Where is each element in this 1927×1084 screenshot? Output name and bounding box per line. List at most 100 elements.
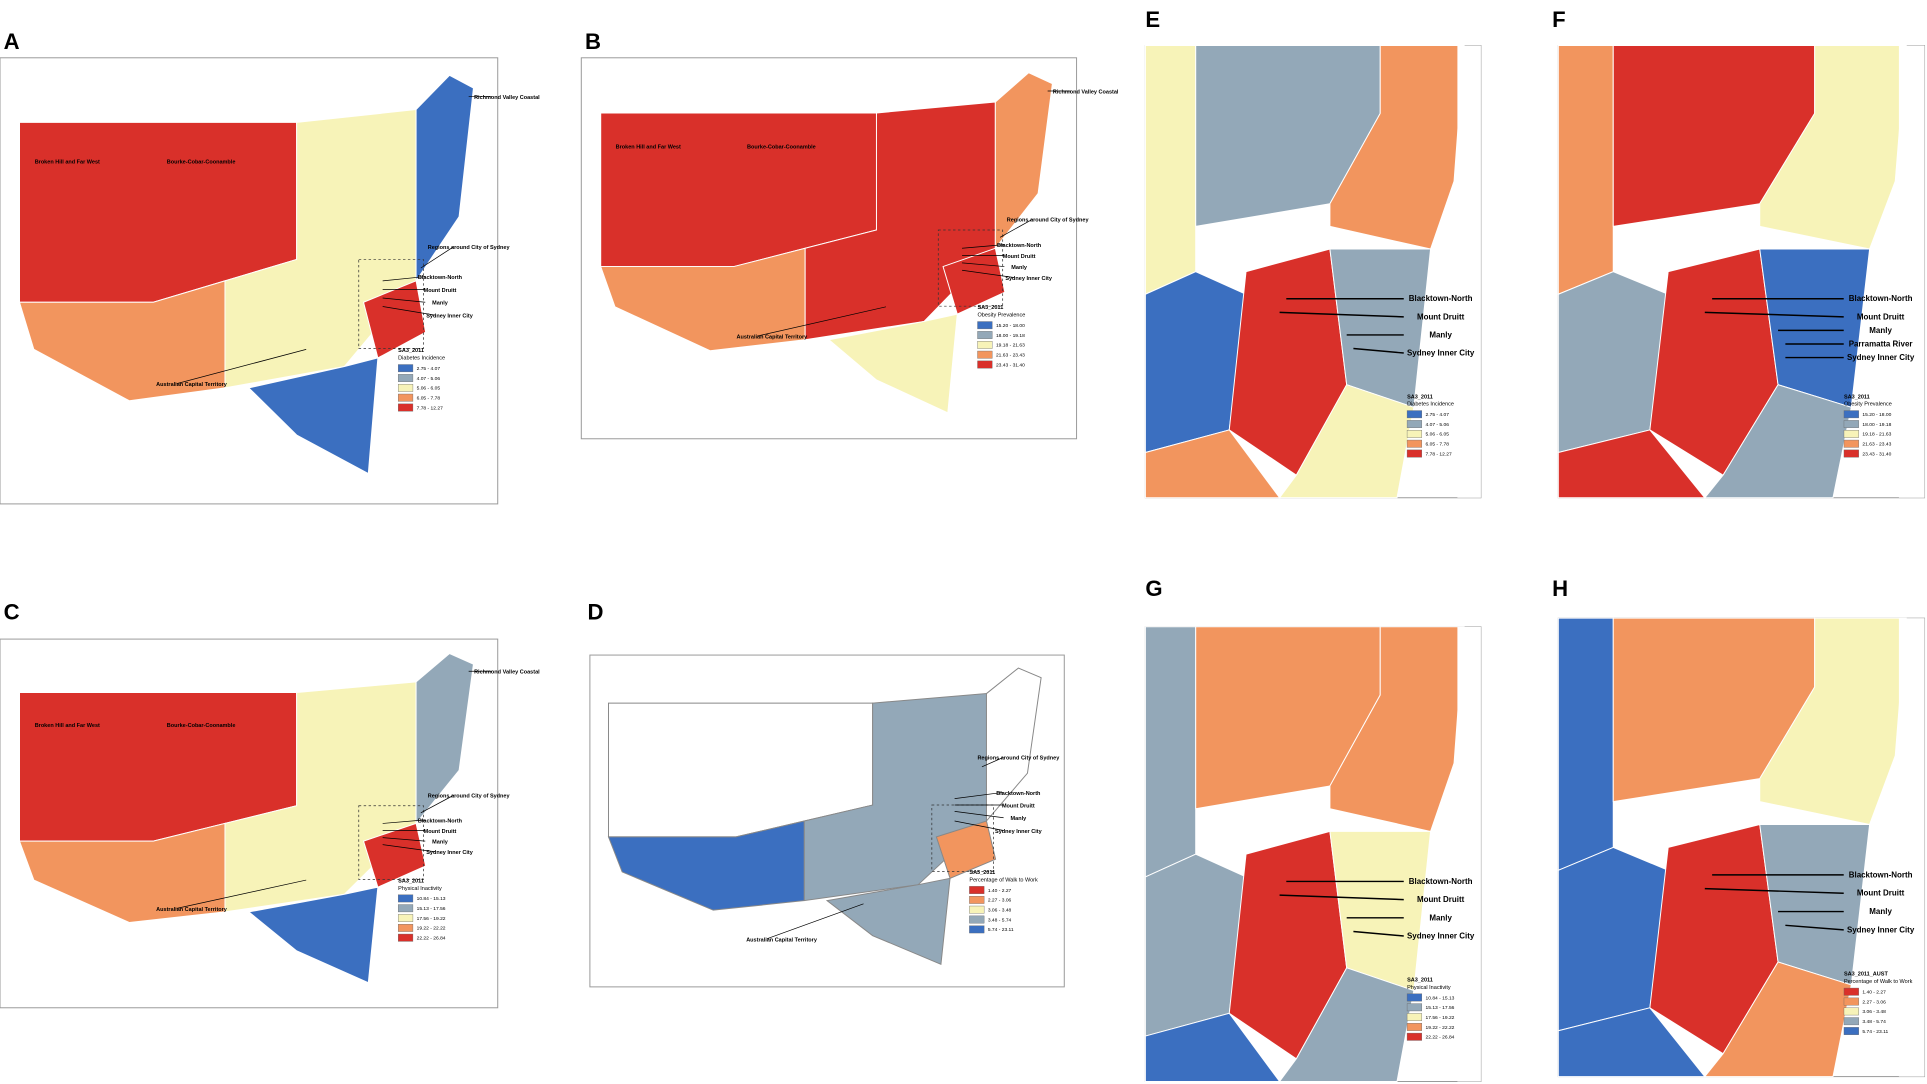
map-label: Australian Capital Territory xyxy=(737,335,809,341)
legend-subtitle: Physical Inactivity xyxy=(1407,985,1451,991)
map-label: Regions around City of Sydney xyxy=(428,794,511,800)
legend-swatch xyxy=(969,886,985,894)
legend-swatch xyxy=(397,924,414,932)
map-region xyxy=(247,886,379,984)
legend-label: 17.56 - 19.22 xyxy=(1426,1015,1455,1021)
sea xyxy=(1898,45,1925,498)
map-label: Manly xyxy=(432,840,449,846)
map-label: Australian Capital Territory xyxy=(156,382,228,388)
map-label: Sydney Inner City xyxy=(1407,931,1475,940)
map-label: Australian Capital Territory xyxy=(746,937,818,943)
label-arrow xyxy=(1353,930,1404,937)
map-label: Manly xyxy=(1011,265,1028,271)
legend-label: 3.48 - 5.74 xyxy=(988,917,1012,923)
sea xyxy=(1457,626,1481,1082)
legend-label: 18.00 - 19.18 xyxy=(1862,422,1891,428)
map-label: Sydney Inner City xyxy=(1847,353,1915,362)
legend-label: 15.13 - 17.56 xyxy=(1426,1005,1455,1011)
legend-swatch xyxy=(977,341,993,349)
legend-swatch xyxy=(1843,430,1859,438)
legend-title: SA3_2011 xyxy=(1844,394,1870,400)
map-panel: B Richmond Valley Coastal Broken Hill and … xyxy=(580,29,1119,440)
map-label: Manly xyxy=(1869,907,1892,916)
map-region xyxy=(1703,384,1852,499)
map-label: Sydney Inner City xyxy=(426,850,474,856)
panel-letter: H xyxy=(1552,576,1568,601)
legend-swatch xyxy=(1406,1003,1423,1012)
map-label: Blacktown-North xyxy=(1849,294,1913,303)
legend-label: 4.07 - 5.06 xyxy=(1426,422,1450,428)
legend-subtitle: Diabetes Incidence xyxy=(1407,402,1454,408)
legend-title: SA3_2011 xyxy=(398,348,424,354)
legend-swatch xyxy=(1406,1013,1423,1021)
legend-label: 2.27 - 3.06 xyxy=(988,898,1012,904)
label-arrow xyxy=(382,306,435,316)
legend-swatch xyxy=(1843,987,1859,996)
map-label: Sydney Inner City xyxy=(1407,348,1475,357)
panel-letter: D xyxy=(587,599,603,624)
map-panel: D Regions around City of Sydney Blacktown-… xyxy=(587,599,1065,988)
map-panel: A Richmond Valley Coastal Broken Hill and … xyxy=(0,29,540,505)
map-region xyxy=(825,877,951,966)
inset-box xyxy=(937,229,1004,307)
legend-swatch xyxy=(1843,1007,1859,1016)
legend-swatch xyxy=(1843,997,1859,1006)
label-arrow xyxy=(981,756,1004,768)
map-panel: C Richmond Valley Coastal Broken Hill and … xyxy=(0,599,540,1009)
legend-label: 4.07 - 5.06 xyxy=(417,376,441,382)
map-label: Manly xyxy=(1011,816,1028,822)
map-label: Australian Capital Territory xyxy=(156,907,228,913)
legend-swatch xyxy=(397,383,414,392)
map-region xyxy=(1557,45,1614,295)
map-region xyxy=(362,280,427,359)
legend-swatch xyxy=(977,321,993,330)
legend-title: SA3_2011 xyxy=(969,870,995,876)
map-label: Mount Druitt xyxy=(1002,804,1035,810)
legend-label: 17.56 - 19.22 xyxy=(417,916,446,922)
legend-label: 7.78 - 12.27 xyxy=(1426,451,1452,457)
map-region xyxy=(1278,967,1415,1083)
label-arrow xyxy=(766,903,864,940)
panel-letter: E xyxy=(1145,7,1160,32)
legend-label: 15.20 - 18.00 xyxy=(1862,412,1891,418)
legend-title: SA3_2011_AUST xyxy=(1844,972,1888,978)
legend-swatch xyxy=(397,374,414,382)
label-arrow xyxy=(999,218,1034,238)
map-label: Manly xyxy=(432,301,449,307)
legend-swatch xyxy=(1843,449,1859,458)
label-arrow xyxy=(1279,894,1404,901)
map-label: Parramatta River xyxy=(1849,339,1913,348)
legend-swatch xyxy=(1406,993,1423,1002)
map-label: Mount Druitt xyxy=(1417,895,1465,904)
map-region xyxy=(247,357,379,475)
label-arrow xyxy=(954,791,1004,800)
legend-swatch xyxy=(977,350,993,359)
legend-swatch xyxy=(397,933,414,942)
legend-label: 6.05 - 7.78 xyxy=(1426,442,1450,448)
panel-letter: G xyxy=(1145,576,1162,601)
label-arrow xyxy=(1353,347,1404,354)
map-label: Blacktown-North xyxy=(1409,877,1473,886)
legend-swatch xyxy=(977,331,993,339)
map-panel: G Blacktown-North Mount Druitt Manly Sydney … xyxy=(1144,576,1482,1083)
label-arrow xyxy=(1704,311,1844,318)
legend-label: 18.00 - 19.18 xyxy=(996,333,1025,339)
map-label: Sydney Inner City xyxy=(426,314,474,320)
map-label: Bourke-Cobar-Coonamble xyxy=(747,144,816,150)
map-label: Mount Druitt xyxy=(1857,312,1905,321)
legend-label: 10.84 - 15.13 xyxy=(1426,995,1455,1001)
legend-label: 5.74 - 23.11 xyxy=(1862,1029,1888,1035)
map-label: Mount Druitt xyxy=(1857,889,1905,898)
label-arrow xyxy=(954,811,1004,819)
label-arrow xyxy=(420,794,455,814)
label-arrow xyxy=(962,269,1014,278)
map-panel: F Blacktown-North Mount Druitt Manly Parrama… xyxy=(1552,7,1926,499)
map-label: Manly xyxy=(1429,913,1452,922)
legend-swatch xyxy=(1843,420,1859,428)
map-label: Sydney Inner City xyxy=(1005,276,1053,282)
map-label: Mount Druitt xyxy=(424,288,457,294)
map-label: Blacktown-North xyxy=(1409,294,1473,303)
legend-label: 19.22 - 22.22 xyxy=(1426,1025,1455,1031)
legend-label: 5.06 - 6.05 xyxy=(417,386,441,392)
